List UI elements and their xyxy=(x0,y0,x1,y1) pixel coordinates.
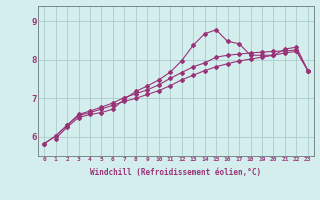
X-axis label: Windchill (Refroidissement éolien,°C): Windchill (Refroidissement éolien,°C) xyxy=(91,168,261,177)
